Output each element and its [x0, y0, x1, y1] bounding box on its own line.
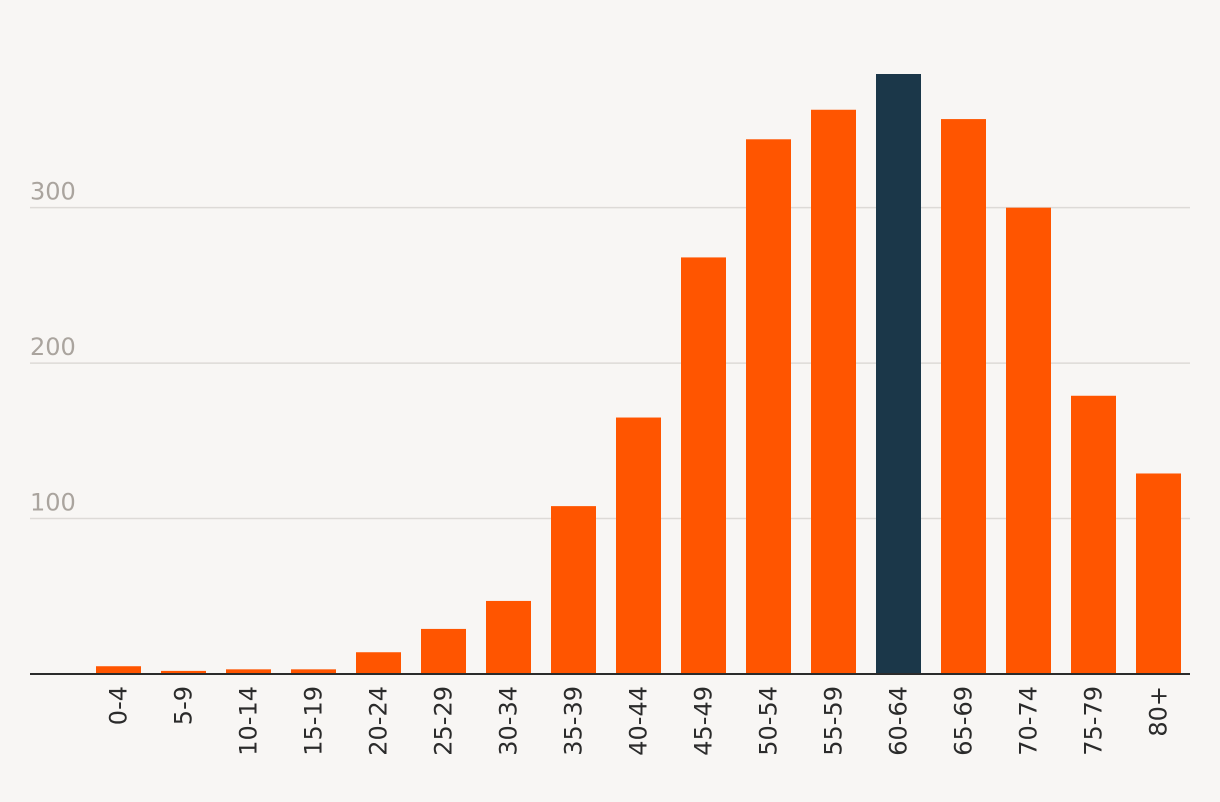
x-tick-label-50-54: 50-54: [755, 686, 783, 756]
bar-65-69: [941, 119, 986, 675]
x-tick-label-20-24: 20-24: [365, 686, 393, 756]
x-tick-label-60-64: 60-64: [885, 686, 913, 756]
x-tick-label-5-9: 5-9: [170, 686, 198, 725]
y-tick-label-300: 300: [30, 178, 76, 206]
gridlines: [30, 206, 1190, 520]
x-tick-label-0-4: 0-4: [105, 686, 133, 725]
bar-25-29: [421, 628, 466, 674]
bar-5-9: [161, 670, 206, 674]
y-tick-label-200: 200: [30, 333, 76, 361]
bars: [96, 74, 1181, 675]
x-tick-label-70-74: 70-74: [1015, 686, 1043, 756]
x-tick-label-35-39: 35-39: [560, 686, 588, 756]
bar-0-4: [96, 666, 141, 674]
x-tick-label-40-44: 40-44: [625, 686, 653, 756]
x-tick-label-30-34: 30-34: [495, 686, 523, 756]
bar-30-34: [486, 600, 531, 674]
bar-45-49: [681, 257, 726, 674]
x-tick-labels: 0-4 5-9 10-14 15-19 20-24 25-29 30-34 35-39 40-4…: [105, 686, 1173, 756]
x-tick-label-55-59: 55-59: [820, 686, 848, 756]
x-tick-label-80+: 80+: [1145, 686, 1173, 737]
bar-70-74: [1006, 207, 1051, 674]
bar-80+: [1136, 473, 1181, 674]
bar-35-39: [551, 506, 596, 674]
x-tick-label-10-14: 10-14: [235, 686, 263, 756]
bar-60-64: [876, 74, 921, 674]
bar-75-79: [1071, 395, 1116, 674]
x-tick-label-45-49: 45-49: [690, 686, 718, 756]
bar-15-19: [291, 669, 336, 674]
bar-10-14: [226, 669, 271, 674]
x-tick-label-65-69: 65-69: [950, 686, 978, 756]
bar-55-59: [811, 109, 856, 675]
y-tick-label-100: 100: [30, 489, 76, 517]
x-tick-label-75-79: 75-79: [1080, 686, 1108, 756]
x-tick-label-15-19: 15-19: [300, 686, 328, 756]
bar-40-44: [616, 417, 661, 674]
bar-50-54: [746, 139, 791, 674]
x-tick-label-25-29: 25-29: [430, 686, 458, 756]
y-tick-labels: 100 200 300: [30, 178, 76, 517]
bar-20-24: [356, 652, 401, 674]
